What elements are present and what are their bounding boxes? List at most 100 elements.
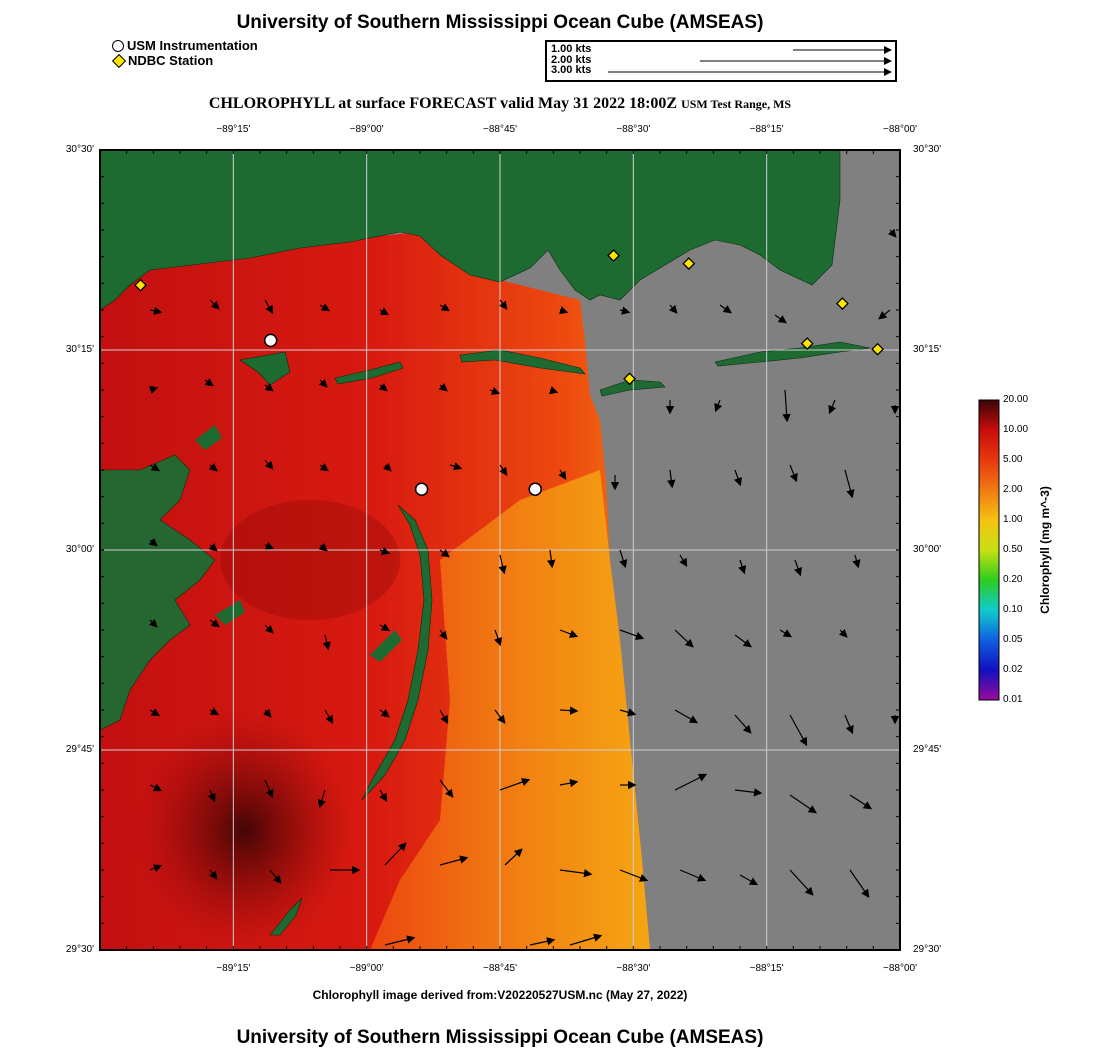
current-arrow (439, 855, 469, 866)
current-arrow (558, 306, 569, 315)
current-arrow (319, 463, 329, 472)
region-label: USM Test Range, MS (681, 97, 792, 111)
current-arrow (529, 937, 556, 946)
current-arrow (379, 789, 388, 803)
current-arrow (324, 709, 334, 725)
current-arrow (844, 714, 854, 735)
current-arrow (619, 306, 631, 315)
lon-label-bottom: −88°30' (616, 963, 651, 974)
chandeleur-islands (361, 504, 433, 801)
usm-station-marker (414, 482, 429, 496)
lon-label-bottom: −89°00' (349, 963, 384, 974)
current-arrow (714, 399, 723, 413)
current-arrow (679, 554, 688, 568)
current-arrow (264, 624, 274, 634)
lon-label-top: −88°30' (616, 124, 651, 135)
current-arrow (852, 554, 861, 569)
cat-island (239, 351, 291, 386)
current-arrow (559, 629, 579, 638)
current-arrow (148, 385, 159, 394)
lat-label-left: 29°30' (65, 944, 94, 955)
ndbc-station-marker (871, 342, 885, 356)
current-arrow (379, 623, 391, 632)
lat-label-right: 30°30' (913, 144, 942, 155)
forecast-title-text: CHLOROPHYLL at surface FORECAST valid Ma… (208, 95, 678, 112)
current-arrow (734, 714, 752, 734)
ndbc-station-marker (623, 372, 637, 386)
current-arrow (548, 386, 559, 395)
current-arrow (739, 874, 759, 886)
current-arrow (849, 794, 873, 810)
current-arrow (379, 546, 391, 555)
graticule-lines (100, 150, 900, 950)
current-arrow (789, 714, 808, 747)
current-arrow (149, 463, 161, 472)
current-arrow (439, 549, 450, 558)
current-arrow (148, 537, 158, 547)
current-vector-key: 1.00 kts 2.00 kts 3.00 kts (545, 40, 897, 82)
current-arrow (264, 459, 274, 470)
ship-island (334, 361, 404, 385)
current-arrow (674, 773, 708, 791)
current-arrow (322, 634, 331, 651)
current-arrow (504, 848, 523, 866)
lat-label-left: 30°00' (65, 544, 94, 555)
current-arrow (208, 462, 218, 472)
current-arrow (209, 869, 218, 880)
current-arrow (209, 299, 220, 310)
lon-label-top: −89°15' (216, 124, 251, 135)
current-arrow (149, 306, 163, 315)
current-arrows (148, 228, 900, 946)
usm-station-marker (528, 482, 542, 496)
current-arrow (439, 303, 451, 312)
current-arrow (439, 709, 449, 725)
colorbar-tick-label: 10.00 (1003, 424, 1029, 435)
current-arrow (149, 864, 163, 873)
current-arrow (149, 708, 161, 717)
current-arrow (149, 783, 163, 792)
lon-label-bottom: −88°00' (883, 963, 917, 974)
current-arrow (264, 541, 275, 550)
forecast-title: CHLOROPHYLL at surface FORECAST valid Ma… (100, 95, 900, 113)
current-arrow (559, 869, 593, 878)
current-arrow (317, 789, 326, 809)
usm-station-marker (263, 333, 278, 348)
lon-label-top: −88°15' (749, 124, 784, 135)
current-arrow (384, 842, 407, 866)
current-arrow (209, 707, 220, 716)
map-ticks (99, 149, 901, 951)
small-island-south (269, 897, 303, 936)
lat-label-right: 29°30' (913, 944, 942, 955)
current-arrow (849, 869, 870, 898)
chlorophyll-max-blob (135, 710, 355, 950)
current-arrow (148, 618, 158, 628)
key-label-2kt: 2.00 kts (551, 53, 592, 66)
chlorophyll-dark-zone (220, 500, 400, 620)
current-arrow (264, 299, 274, 315)
current-arrow (318, 542, 328, 552)
marsh-fragment-2 (215, 600, 245, 625)
colorbar-tick-label: 20.00 (1003, 394, 1029, 405)
bay-land (100, 250, 140, 275)
current-arrow (779, 629, 793, 638)
current-arrow (208, 542, 218, 552)
horn-island (459, 349, 586, 375)
lat-label-left: 30°15' (65, 344, 94, 355)
ndbc-station-marker (134, 278, 147, 292)
current-arrow (269, 869, 282, 884)
footer-title: University of Southern Mississippi Ocean… (236, 1027, 764, 1048)
louisiana-marsh (99, 454, 216, 731)
legend-ndbc-label: NDBC Station (128, 53, 214, 68)
ndbc-station-marker (682, 257, 696, 271)
lat-label-left: 30°30' (65, 144, 94, 155)
current-arrow (844, 469, 855, 499)
marsh-fragment-3 (370, 630, 402, 662)
current-arrow (438, 382, 448, 392)
chlorophyll-mid-region (370, 470, 650, 950)
current-arrow (378, 382, 388, 392)
current-arrow (384, 935, 416, 946)
current-arrow (264, 779, 274, 799)
current-arrow (379, 307, 390, 316)
lat-label-right: 29°45' (913, 744, 942, 755)
